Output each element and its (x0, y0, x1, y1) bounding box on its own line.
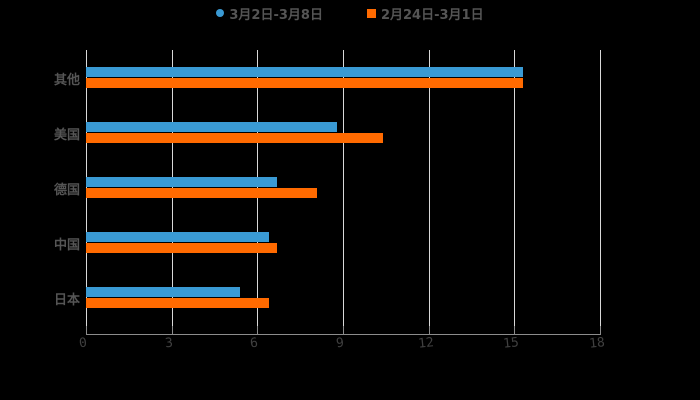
legend-swatch-circle-icon (216, 9, 225, 17)
x-axis-tick (600, 326, 601, 335)
y-axis-category-label: 美国 (53, 128, 80, 143)
x-axis-tick-label: 0 (78, 335, 88, 352)
bar-series-1[interactable] (86, 122, 338, 132)
legend-label: 2月24日-3月1日 (380, 7, 484, 23)
gridline (514, 50, 515, 326)
bar-series-2[interactable] (86, 243, 278, 253)
legend-label: 3月2日-3月8日 (229, 7, 323, 23)
chart-legend: 3月2日-3月8日 2月24日-3月1日 (0, 3, 700, 23)
bar-series-2[interactable] (86, 133, 383, 143)
bar-series-1[interactable] (86, 67, 523, 77)
x-axis-tick (343, 326, 344, 335)
x-axis-tick (86, 326, 87, 335)
x-axis-tick-label: 15 (502, 335, 520, 352)
x-axis-tick-label: 12 (417, 335, 435, 352)
bar-series-1[interactable] (86, 177, 278, 187)
y-axis-category-label: 其他 (53, 73, 80, 88)
y-axis-category-label: 日本 (53, 293, 80, 308)
x-axis-tick-label: 6 (249, 335, 259, 352)
x-axis-tick (172, 326, 173, 335)
gridline (429, 50, 430, 326)
gridline (343, 50, 344, 326)
x-axis-tick (514, 326, 515, 335)
bar-series-2[interactable] (86, 78, 523, 88)
y-axis-category-label: 德国 (53, 183, 80, 198)
x-axis-line (86, 334, 601, 335)
legend-item-series-1[interactable]: 3月2日-3月8日 (216, 4, 323, 23)
bar-series-2[interactable] (86, 298, 269, 308)
bar-series-2[interactable] (86, 188, 318, 198)
bar-series-1[interactable] (86, 287, 241, 297)
x-axis-tick (429, 326, 430, 335)
x-axis-tick (257, 326, 258, 335)
y-axis-category-label: 中国 (53, 238, 80, 253)
bar-series-1[interactable] (86, 232, 269, 242)
gridline (600, 50, 601, 326)
x-axis-tick-label: 9 (335, 335, 345, 352)
legend-swatch-square-icon (366, 8, 376, 18)
x-axis-tick-label: 3 (164, 335, 174, 352)
legend-item-series-2[interactable]: 2月24日-3月1日 (366, 4, 484, 23)
x-axis-tick-label: 18 (588, 335, 606, 352)
